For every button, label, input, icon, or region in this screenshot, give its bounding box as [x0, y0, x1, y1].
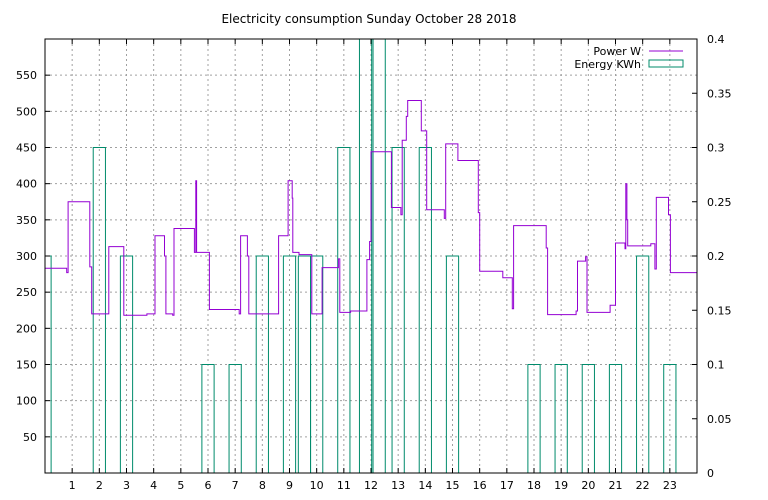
x-tick-label: 15: [446, 479, 460, 492]
legend-label-energy: Energy KWh: [574, 58, 641, 71]
y-tick-label: 300: [16, 250, 37, 263]
y2-tick-label: 0.15: [707, 304, 732, 317]
y2-tick-label: 0.25: [707, 196, 732, 209]
x-tick-label: 13: [391, 479, 405, 492]
x-tick-label: 8: [259, 479, 266, 492]
axis-layer: 1 2 3 4 5 6 7 8 9 10 11 12 13 14 15 16 17 18 19 20 21 22 23501…: [16, 33, 732, 492]
x-tick-label: 11: [337, 479, 351, 492]
y-tick-label: 350: [16, 214, 37, 227]
x-tick-label: 1: [69, 479, 76, 492]
x-tick-label: 9: [286, 479, 293, 492]
y2-tick-label: 0.4: [707, 33, 725, 46]
y-tick-label: 550: [16, 69, 37, 82]
x-tick-label: 2: [96, 479, 103, 492]
x-tick-label: 7: [232, 479, 239, 492]
x-tick-label: 5: [177, 479, 184, 492]
chart-title: Electricity consumption Sunday October 2…: [221, 12, 516, 26]
x-tick-label: 3: [123, 479, 130, 492]
x-tick-label: 4: [150, 479, 157, 492]
x-tick-label: 18: [527, 479, 541, 492]
y-tick-label: 50: [23, 431, 37, 444]
y-tick-label: 100: [16, 395, 37, 408]
grid-layer: [45, 39, 697, 473]
x-tick-label: 23: [663, 479, 677, 492]
x-tick-label: 19: [554, 479, 568, 492]
y2-tick-label: 0.1: [707, 359, 725, 372]
x-tick-label: 6: [205, 479, 212, 492]
x-tick-label: 14: [418, 479, 432, 492]
x-tick-label: 22: [636, 479, 650, 492]
y2-tick-label: 0.3: [707, 142, 725, 155]
y-tick-label: 250: [16, 286, 37, 299]
y2-tick-label: 0.05: [707, 413, 732, 426]
x-tick-label: 21: [609, 479, 623, 492]
power-line: [45, 100, 697, 316]
y2-tick-label: 0: [707, 467, 714, 480]
legend-swatch-energy: [648, 59, 684, 68]
y2-tick-label: 0.2: [707, 250, 725, 263]
y2-tick-label: 0.35: [707, 87, 732, 100]
y-tick-label: 450: [16, 142, 37, 155]
power-series: [45, 100, 697, 316]
x-tick-label: 20: [581, 479, 595, 492]
legend-label-power: Power W: [593, 45, 641, 58]
x-tick-label: 17: [500, 479, 514, 492]
y-tick-label: 200: [16, 322, 37, 335]
x-tick-label: 12: [364, 479, 378, 492]
energy-bar: [372, 38, 386, 474]
y-tick-label: 150: [16, 359, 37, 372]
y-tick-label: 500: [16, 105, 37, 118]
x-tick-label: 16: [473, 479, 487, 492]
x-tick-label: 10: [310, 479, 324, 492]
y-tick-label: 400: [16, 178, 37, 191]
